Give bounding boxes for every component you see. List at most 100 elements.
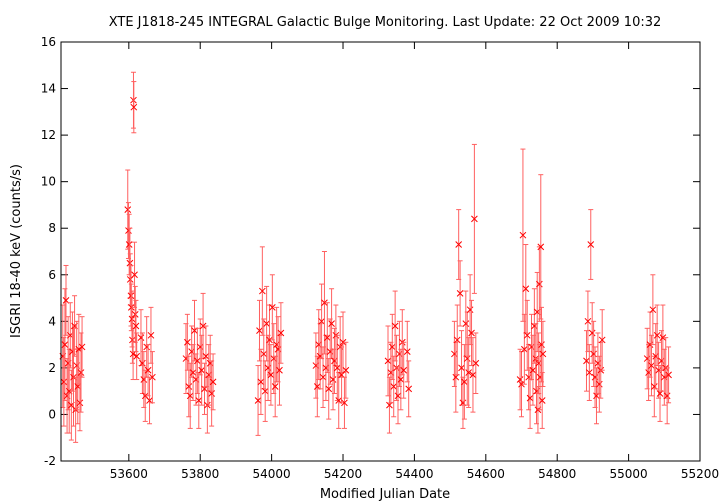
data-point	[198, 334, 206, 406]
x-marker	[658, 357, 665, 365]
data-point	[656, 365, 664, 422]
data-point	[184, 313, 191, 371]
data-point	[141, 369, 149, 422]
data-point	[400, 341, 408, 399]
data-point	[129, 316, 136, 364]
data-point	[459, 376, 467, 429]
x-marker	[130, 103, 138, 111]
data-point	[466, 274, 474, 346]
data-point	[405, 360, 413, 418]
x-marker	[396, 350, 403, 358]
data-point	[323, 302, 331, 374]
x-marker	[144, 366, 152, 374]
x-marker	[655, 366, 662, 374]
x-marker	[646, 341, 654, 348]
x-marker	[258, 287, 266, 295]
x-marker	[131, 310, 139, 318]
x-marker	[456, 290, 464, 297]
data-point	[61, 288, 69, 401]
x-marker	[133, 352, 141, 360]
x-marker	[273, 341, 280, 348]
y-tick-label: 6	[48, 268, 56, 282]
x-marker	[471, 215, 478, 223]
x-marker	[194, 357, 201, 365]
data-point	[254, 365, 262, 436]
x-marker	[594, 359, 602, 367]
x-marker	[461, 378, 468, 386]
x-marker	[131, 271, 138, 279]
data-point	[260, 318, 268, 390]
x-marker	[199, 322, 207, 330]
x-marker	[537, 243, 545, 251]
data-point	[261, 360, 269, 422]
x-marker	[587, 241, 595, 248]
x-tick-label: 55200	[681, 467, 719, 481]
x-marker	[652, 352, 660, 360]
x-marker	[266, 336, 273, 344]
data-point	[182, 323, 190, 394]
x-tick-label: 54400	[395, 467, 433, 481]
x-marker	[124, 206, 132, 213]
data-point	[453, 304, 461, 376]
x-marker	[263, 320, 270, 328]
data-point	[523, 299, 531, 371]
chart-title: XTE J1818-245 INTEGRAL Galactic Bulge Mo…	[109, 15, 662, 30]
data-point	[598, 309, 606, 371]
data-point	[521, 313, 528, 385]
x-tick-label: 53600	[110, 467, 148, 481]
x-marker	[660, 373, 668, 381]
x-tick-label: 53800	[181, 467, 219, 481]
x-marker	[328, 320, 335, 328]
data-point	[146, 376, 153, 425]
data-point	[124, 169, 132, 250]
data-point	[133, 332, 141, 381]
x-marker	[322, 364, 330, 372]
x-marker	[341, 399, 348, 407]
data-point	[60, 337, 68, 427]
x-marker	[518, 380, 525, 388]
data-point	[277, 302, 285, 364]
x-marker	[260, 350, 268, 358]
x-marker	[339, 338, 347, 346]
x-marker	[649, 306, 657, 314]
x-marker	[132, 322, 140, 330]
data-point	[583, 330, 590, 392]
y-tick-label: 16	[41, 35, 56, 49]
x-marker	[526, 394, 534, 402]
data-point	[263, 285, 270, 362]
data-point	[655, 341, 662, 399]
x-marker	[643, 355, 651, 362]
x-marker	[403, 348, 411, 355]
x-marker	[264, 364, 272, 372]
x-marker	[202, 352, 210, 360]
x-marker	[325, 385, 333, 393]
x-marker	[137, 334, 145, 341]
x-marker	[455, 241, 463, 248]
data-point	[257, 348, 265, 415]
x-marker	[595, 380, 603, 388]
data-point	[322, 334, 330, 401]
x-marker	[208, 390, 216, 397]
data-point	[648, 334, 655, 397]
x-marker	[78, 343, 86, 351]
x-marker	[516, 376, 524, 383]
x-marker	[61, 341, 69, 348]
data-point	[384, 325, 392, 397]
x-marker	[405, 385, 413, 393]
x-marker	[186, 392, 194, 400]
data-points	[59, 71, 672, 443]
axis-ticks: -2 0 2 4 6 8 10 12 14 16 53600 53800 54000 54200 54400…	[41, 35, 719, 481]
data-point	[149, 351, 156, 404]
x-marker	[196, 343, 204, 351]
x-marker	[76, 399, 84, 407]
data-point	[471, 143, 478, 294]
y-tick-label: 0	[48, 407, 56, 421]
x-marker	[192, 376, 200, 383]
data-point	[649, 274, 657, 346]
x-marker	[528, 343, 535, 351]
data-point	[394, 367, 402, 425]
x-tick-label: 55000	[610, 467, 648, 481]
x-marker	[468, 329, 475, 337]
data-point	[341, 376, 348, 429]
